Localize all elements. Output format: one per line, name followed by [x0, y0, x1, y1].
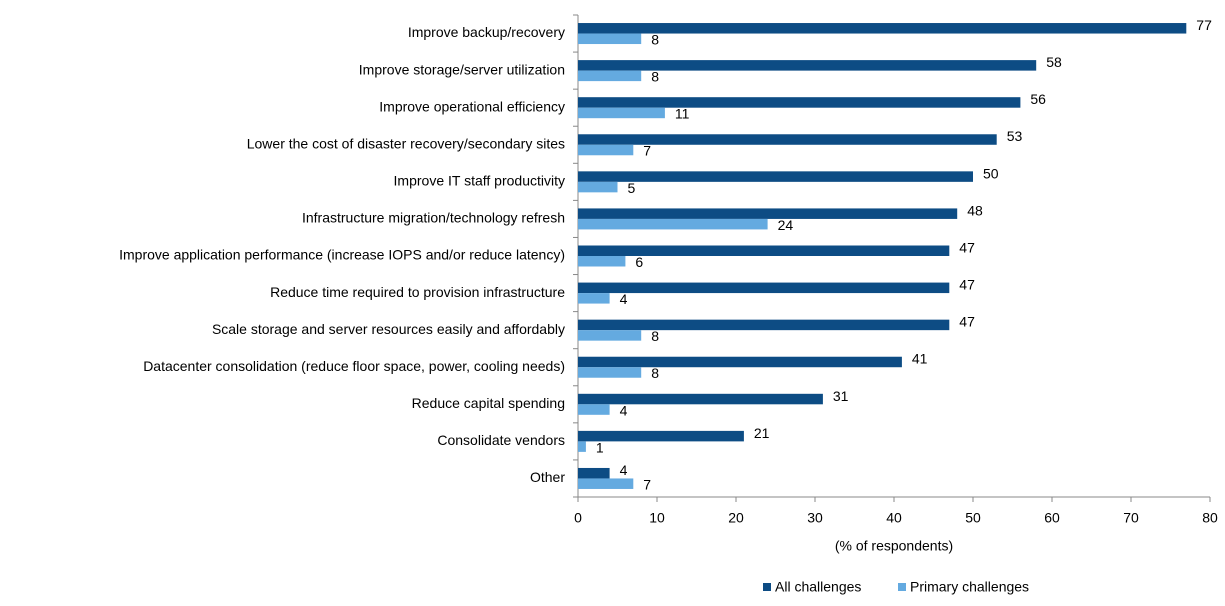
data-label: 48 — [967, 202, 983, 218]
bar — [578, 330, 642, 341]
category-label: Scale storage and server resources easil… — [212, 321, 565, 337]
x-tick-label: 30 — [807, 510, 823, 526]
bar — [578, 171, 973, 182]
data-label: 5 — [628, 180, 636, 196]
data-label: 8 — [651, 31, 659, 47]
data-label: 1 — [596, 439, 604, 455]
bar — [578, 356, 902, 368]
category-label: Reduce time required to provision infras… — [270, 284, 565, 300]
category-label: Improve IT staff productivity — [394, 173, 565, 189]
data-label: 7 — [643, 143, 651, 159]
data-label: 53 — [1007, 128, 1023, 144]
data-label: 21 — [754, 425, 770, 441]
category-label: Reduce capital spending — [412, 395, 565, 411]
x-tick-label: 20 — [728, 510, 744, 526]
category-label: Consolidate vendors — [437, 432, 565, 448]
bar — [578, 70, 642, 82]
bar — [578, 282, 950, 294]
data-label: 47 — [959, 239, 975, 255]
legend-label: All challenges — [775, 579, 861, 595]
data-label: 56 — [1030, 91, 1046, 107]
bar — [578, 367, 642, 378]
bar — [578, 467, 610, 479]
x-axis-label: (% of respondents) — [835, 538, 953, 554]
data-label: 77 — [1196, 17, 1212, 33]
bar — [578, 208, 958, 219]
bar — [578, 218, 768, 230]
bar — [578, 60, 1037, 71]
x-tick-label: 50 — [965, 510, 981, 526]
category-label: Infrastructure migration/technology refr… — [302, 210, 565, 226]
x-tick-label: 10 — [649, 510, 665, 526]
bar — [578, 319, 950, 331]
bar — [578, 245, 950, 256]
data-label: 11 — [675, 106, 690, 122]
data-label: 58 — [1046, 54, 1062, 70]
bar — [578, 33, 642, 45]
data-label: 4 — [620, 402, 628, 418]
x-tick-label: 60 — [1044, 510, 1060, 526]
x-tick-label: 0 — [574, 510, 582, 526]
bar — [578, 430, 744, 442]
data-label: 4 — [620, 462, 628, 478]
bar — [578, 23, 1187, 34]
category-label: Other — [530, 469, 565, 485]
bar — [578, 293, 610, 304]
bar — [578, 107, 665, 119]
legend-swatch — [763, 583, 771, 591]
bar — [578, 393, 823, 405]
legend-label: Primary challenges — [910, 579, 1029, 595]
category-label: Improve application performance (increas… — [119, 247, 565, 263]
bar — [578, 134, 997, 145]
bar — [578, 97, 1021, 108]
data-label: 8 — [651, 365, 659, 381]
data-label: 41 — [912, 351, 928, 367]
data-label: 50 — [983, 165, 999, 181]
data-label: 47 — [959, 314, 975, 330]
category-label: Lower the cost of disaster recovery/seco… — [247, 135, 565, 151]
data-label: 24 — [778, 217, 794, 233]
x-tick-label: 40 — [886, 510, 902, 526]
bar — [578, 144, 634, 156]
data-label: 6 — [635, 254, 643, 270]
category-label: Datacenter consolidation (reduce floor s… — [143, 358, 565, 374]
data-label: 7 — [643, 476, 651, 492]
bar — [578, 181, 618, 193]
legend-swatch — [898, 583, 906, 591]
data-label: 4 — [620, 291, 628, 307]
data-label: 8 — [651, 328, 659, 344]
data-label: 8 — [651, 69, 659, 85]
bar — [578, 256, 626, 267]
data-label: 47 — [959, 277, 975, 293]
bar — [578, 441, 586, 452]
category-label: Improve storage/server utilization — [359, 61, 565, 77]
x-tick-label: 80 — [1202, 510, 1218, 526]
category-label: Improve operational efficiency — [379, 98, 565, 114]
bar — [578, 478, 634, 489]
category-label: Improve backup/recovery — [408, 24, 565, 40]
data-label: 31 — [833, 388, 849, 404]
x-tick-label: 70 — [1123, 510, 1139, 526]
bar — [578, 404, 610, 415]
